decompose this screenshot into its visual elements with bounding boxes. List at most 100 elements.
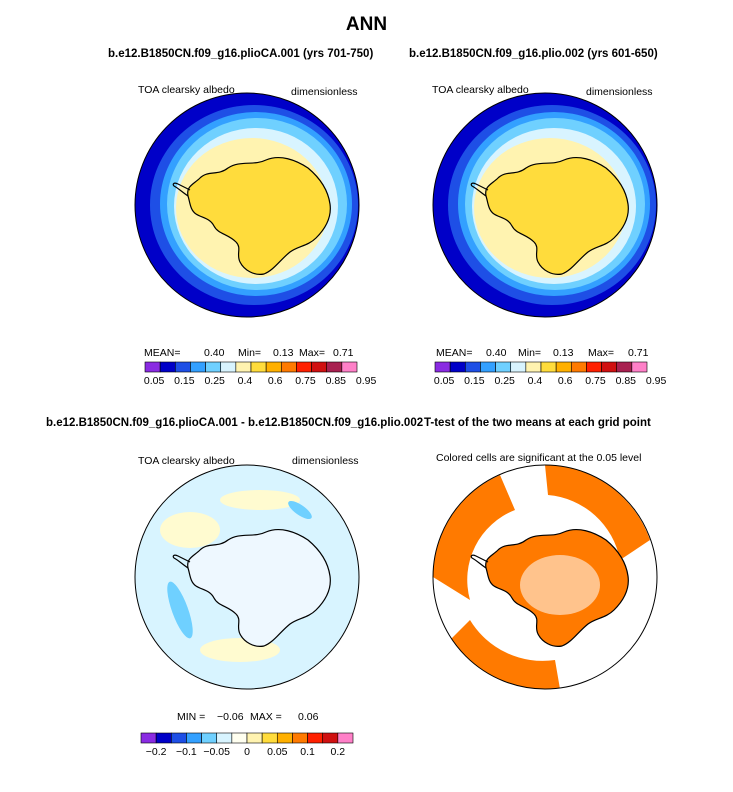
colorbar-box bbox=[510, 361, 527, 373]
colorbar-box bbox=[170, 732, 187, 744]
panel4-subtitle: Colored cells are significant at the 0.0… bbox=[436, 452, 642, 464]
panel1-max-value: 0.71 bbox=[333, 347, 354, 359]
colorbar-tick-label: 0.05 bbox=[267, 746, 288, 758]
panel1-min-value: 0.13 bbox=[273, 347, 294, 359]
panel1-map bbox=[134, 92, 360, 318]
panel2-units-label: dimensionless bbox=[586, 86, 653, 98]
panel2-min-value: 0.13 bbox=[553, 347, 574, 359]
colorbar-box bbox=[495, 361, 512, 373]
colorbar-tick-label: 0.6 bbox=[268, 375, 283, 387]
colorbar-box bbox=[190, 361, 206, 373]
colorbar-tick-label: −0.2 bbox=[146, 746, 167, 758]
colorbar-box bbox=[540, 361, 557, 373]
colorbar-box bbox=[296, 361, 312, 373]
colorbar-box bbox=[250, 361, 267, 373]
colorbar-tick-label: 0.95 bbox=[646, 375, 667, 387]
panel2-mean-value: 0.40 bbox=[486, 347, 507, 359]
colorbar-tick-label: 0.95 bbox=[356, 375, 377, 387]
panel1-units-label: dimensionless bbox=[291, 86, 358, 98]
colorbar-box bbox=[216, 732, 233, 744]
colorbar-tick-label: −0.1 bbox=[176, 746, 197, 758]
colorbar-box bbox=[601, 361, 618, 373]
colorbar-box bbox=[311, 361, 328, 373]
colorbar-tick-label: 0.4 bbox=[238, 375, 253, 387]
main-title: ANN bbox=[345, 14, 388, 35]
colorbar-box bbox=[155, 732, 172, 744]
colorbar-box bbox=[616, 361, 633, 373]
panel2-max-label: Max= bbox=[588, 347, 614, 359]
colorbar-box bbox=[265, 361, 282, 373]
panel4-title: T-test of the two means at each grid poi… bbox=[424, 417, 651, 429]
colorbar-box bbox=[246, 732, 263, 744]
panel2-title: b.e12.B1850CN.f09_g16.plio.002 (yrs 601-… bbox=[409, 48, 658, 60]
colorbar-box bbox=[525, 361, 542, 373]
colorbar-box bbox=[307, 732, 324, 744]
panel3-title: b.e12.B1850CN.f09_g16.plioCA.001 - b.e12… bbox=[46, 417, 424, 429]
colorbar-box bbox=[231, 732, 248, 744]
colorbar-box bbox=[144, 361, 161, 373]
panel2-max-value: 0.71 bbox=[628, 347, 649, 359]
colorbar-box bbox=[341, 361, 358, 373]
colorbar-box bbox=[292, 732, 308, 744]
colorbar-tick-label: 0.85 bbox=[326, 375, 347, 387]
colorbar-box bbox=[570, 361, 587, 373]
panel1-min-label: Min= bbox=[238, 347, 262, 359]
colorbar-tick-label: 0.05 bbox=[144, 375, 165, 387]
panel3-map bbox=[134, 464, 360, 690]
colorbar-box bbox=[261, 732, 278, 744]
colorbar-box bbox=[322, 732, 339, 744]
colorbar-tick-label: 0.25 bbox=[494, 375, 515, 387]
colorbar-box bbox=[480, 361, 496, 373]
colorbar-box bbox=[159, 361, 176, 373]
colorbar-box bbox=[449, 361, 466, 373]
panel4-map bbox=[432, 464, 658, 690]
colorbar-box bbox=[555, 361, 572, 373]
colorbar-box bbox=[586, 361, 602, 373]
panel2-variable-label: TOA clearsky albedo bbox=[432, 84, 529, 96]
colorbar-box bbox=[280, 361, 297, 373]
colorbar-tick-label: 0.1 bbox=[300, 746, 315, 758]
colorbar-tick-label: 0.75 bbox=[295, 375, 316, 387]
colorbar-tick-label: 0.15 bbox=[174, 375, 195, 387]
colorbar-box bbox=[140, 732, 157, 744]
colorbar-tick-label: 0.2 bbox=[331, 746, 346, 758]
panel2-colorbar: 0.05 0.15 0.25 0.4 0.6 0.75 0.85 0.95 bbox=[434, 361, 667, 387]
colorbar-box bbox=[276, 732, 293, 744]
colorbar-tick-label: 0.25 bbox=[204, 375, 225, 387]
panel3-max-label: MAX = bbox=[250, 711, 282, 723]
colorbar-box bbox=[220, 361, 237, 373]
colorbar-tick-label: 0.6 bbox=[558, 375, 573, 387]
panel2-mean-label: MEAN= bbox=[436, 347, 473, 359]
panel3-max-value: 0.06 bbox=[298, 711, 319, 723]
panel1-variable-label: TOA clearsky albedo bbox=[138, 84, 235, 96]
colorbar-box bbox=[631, 361, 648, 373]
colorbar-box bbox=[201, 732, 218, 744]
panel3-units-label: dimensionless bbox=[292, 455, 359, 467]
colorbar-tick-label: 0.15 bbox=[464, 375, 485, 387]
panel3-min-label: MIN = bbox=[177, 711, 206, 723]
colorbar-box bbox=[174, 361, 191, 373]
panel2-map bbox=[432, 92, 658, 318]
panel2-min-label: Min= bbox=[518, 347, 542, 359]
colorbar-tick-label: 0.4 bbox=[528, 375, 543, 387]
panel1-mean-value: 0.40 bbox=[204, 347, 225, 359]
panel1-colorbar: 0.05 0.15 0.25 0.4 0.6 0.75 0.85 0.95 bbox=[144, 361, 377, 387]
panel3-min-value: −0.06 bbox=[217, 711, 244, 723]
colorbar-box bbox=[337, 732, 354, 744]
panel1-mean-label: MEAN= bbox=[144, 347, 181, 359]
colorbar-tick-label: −0.05 bbox=[203, 746, 230, 758]
panel3-colorbar: −0.2 −0.1 −0.05 0 0.05 0.1 0.2 bbox=[140, 732, 354, 758]
colorbar-tick-label: 0.05 bbox=[434, 375, 455, 387]
colorbar-tick-label: 0.85 bbox=[616, 375, 637, 387]
panel3-variable-label: TOA clearsky albedo bbox=[138, 455, 235, 467]
colorbar-box bbox=[326, 361, 343, 373]
colorbar-tick-label: 0 bbox=[244, 746, 250, 758]
colorbar-box bbox=[235, 361, 252, 373]
colorbar-box bbox=[464, 361, 481, 373]
colorbar-box bbox=[205, 361, 222, 373]
panel1-title: b.e12.B1850CN.f09_g16.plioCA.001 (yrs 70… bbox=[108, 48, 374, 60]
colorbar-tick-label: 0.75 bbox=[585, 375, 606, 387]
colorbar-box bbox=[186, 732, 202, 744]
colorbar-box bbox=[434, 361, 451, 373]
